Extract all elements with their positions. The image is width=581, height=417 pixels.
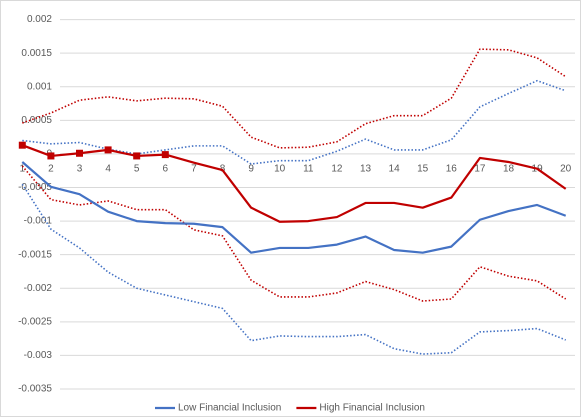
x-tick-label: 20 [560, 164, 572, 175]
y-tick-label: 0.0015 [21, 48, 52, 59]
x-tick-label: 14 [389, 164, 401, 175]
series-line [21, 183, 566, 355]
series-line [21, 144, 567, 223]
y-tick-label: -0.001 [24, 216, 53, 227]
point-marker [76, 149, 83, 157]
x-tick-label: 7 [191, 164, 197, 175]
x-tick-label: 13 [360, 164, 372, 175]
y-tick-label: -0.003 [24, 350, 53, 361]
x-tick-label: 5 [134, 164, 140, 175]
x-tick-label: 11 [303, 164, 314, 175]
point-marker [18, 141, 26, 149]
y-tick-label: 0.0005 [21, 115, 52, 126]
y-tick-label: -0.0035 [18, 384, 52, 395]
x-tick-label: 9 [248, 164, 254, 175]
legend-label: High Financial Inclusion [319, 403, 425, 414]
y-tick-label: -0.0015 [18, 249, 52, 260]
y-tick-label: -0.0025 [18, 316, 52, 327]
x-tick-label: 2 [48, 164, 54, 175]
x-tick-label: 15 [417, 164, 429, 175]
y-tick-label: -0.0005 [18, 182, 52, 193]
point-marker [161, 151, 169, 159]
x-tick-label: 17 [474, 164, 486, 175]
point-marker [133, 152, 141, 160]
y-tick-label: 0.002 [27, 14, 52, 25]
x-tick-label: 10 [274, 164, 286, 175]
series-line [22, 48, 567, 149]
x-tick-label: 6 [163, 164, 169, 175]
x-tick-label: 3 [77, 164, 83, 175]
x-tick-label: 1 [20, 164, 26, 175]
x-tick-label: 18 [503, 164, 515, 175]
x-tick-label: 4 [105, 164, 111, 175]
x-tick-label: 12 [331, 164, 343, 175]
series-line [21, 161, 567, 254]
x-tick-label: 16 [446, 164, 458, 175]
legend-label: Low Financial Inclusion [178, 403, 281, 414]
y-tick-label: -0.002 [24, 283, 53, 294]
y-tick-label: 0.001 [27, 81, 52, 92]
point-marker [47, 152, 55, 160]
point-marker [104, 146, 112, 154]
